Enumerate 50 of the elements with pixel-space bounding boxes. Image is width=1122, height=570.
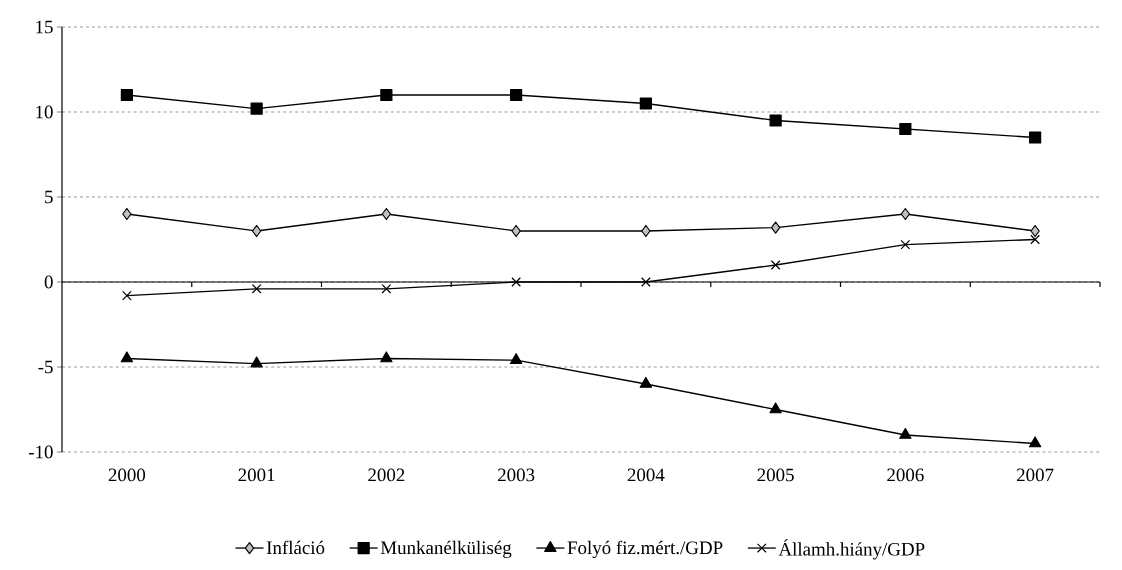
point: [770, 260, 781, 270]
point: [899, 122, 912, 136]
point: [250, 102, 263, 115]
point: [639, 376, 653, 388]
point: [1028, 436, 1042, 448]
y-tick-label: 5: [45, 190, 53, 204]
point: [380, 88, 393, 102]
x-tick-label: 2003: [498, 468, 535, 482]
legend-label: Munkanélküliség: [380, 540, 512, 558]
point: [120, 88, 133, 102]
legend-label: Folyó fiz.mért./GDP: [567, 540, 723, 559]
point: [380, 351, 393, 363]
point: [251, 283, 262, 294]
point: [381, 283, 392, 294]
point: [251, 224, 262, 238]
point: [511, 277, 521, 287]
point: [250, 356, 263, 368]
y-tick-label: -10: [28, 445, 53, 459]
x-tick-label: 2004: [627, 468, 665, 482]
point: [641, 224, 651, 238]
point: [120, 351, 134, 363]
y-tick-label: -5: [38, 360, 53, 374]
legend-label: Államh.hiány/GDP: [778, 539, 925, 560]
y-tick-label: 0: [44, 275, 53, 289]
point: [900, 207, 911, 221]
point: [510, 88, 523, 102]
point: [770, 221, 781, 234]
point: [641, 277, 651, 287]
point: [769, 114, 782, 127]
x-tick-label: 2006: [887, 468, 924, 482]
y-tick-label: 15: [36, 20, 53, 34]
x-tick-label: 2002: [368, 468, 405, 482]
x-tick-label: 2000: [108, 468, 146, 482]
point: [511, 224, 521, 238]
y-tick-label: 10: [36, 105, 53, 119]
x-tick-label: 2005: [757, 468, 794, 482]
point: [900, 239, 911, 250]
point: [1030, 224, 1040, 238]
legend-label: Infláció: [266, 540, 325, 555]
point: [1030, 234, 1040, 245]
x-tick-label: 2001: [238, 468, 275, 482]
x-tick-label: 2007: [1017, 468, 1054, 482]
point: [1029, 131, 1042, 144]
point: [381, 207, 392, 221]
point: [899, 427, 912, 439]
point: [769, 402, 782, 414]
point: [122, 207, 132, 221]
point: [509, 353, 523, 365]
point: [122, 290, 132, 301]
point: [639, 97, 652, 110]
